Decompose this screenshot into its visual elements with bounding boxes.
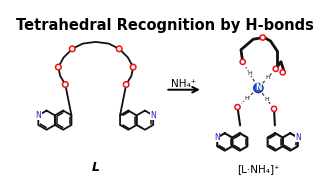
Circle shape	[69, 46, 75, 52]
Circle shape	[280, 70, 285, 75]
Circle shape	[271, 106, 277, 112]
Text: N: N	[255, 84, 262, 92]
Circle shape	[116, 46, 122, 52]
Circle shape	[254, 83, 263, 93]
Text: N: N	[214, 133, 220, 142]
Circle shape	[235, 105, 240, 110]
Text: H: H	[266, 75, 270, 80]
Circle shape	[63, 82, 68, 87]
Text: N: N	[36, 111, 41, 120]
Circle shape	[260, 35, 265, 40]
Text: NH₄⁺: NH₄⁺	[171, 79, 196, 89]
Text: L: L	[92, 161, 100, 174]
Text: [L·NH₄]⁺: [L·NH₄]⁺	[237, 164, 280, 174]
Text: Tetrahedral Recognition by H-bonds: Tetrahedral Recognition by H-bonds	[15, 18, 314, 33]
Circle shape	[273, 66, 278, 71]
Circle shape	[130, 64, 136, 70]
Text: H: H	[247, 71, 252, 76]
Circle shape	[123, 82, 129, 87]
Text: N: N	[150, 111, 156, 120]
Circle shape	[240, 59, 245, 64]
Circle shape	[56, 64, 61, 70]
Text: H: H	[244, 96, 249, 101]
Text: N: N	[295, 133, 301, 142]
Text: H: H	[265, 97, 269, 102]
